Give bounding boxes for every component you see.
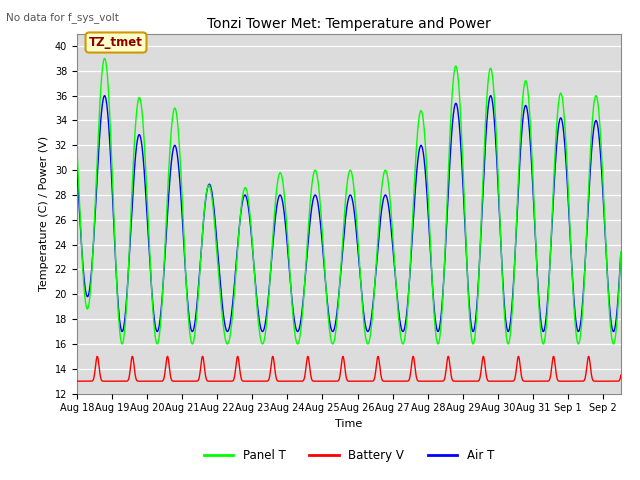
Legend: Panel T, Battery V, Air T: Panel T, Battery V, Air T bbox=[199, 444, 499, 467]
Y-axis label: Temperature (C) / Power (V): Temperature (C) / Power (V) bbox=[39, 136, 49, 291]
Text: No data for f_sys_volt: No data for f_sys_volt bbox=[6, 12, 119, 23]
Text: TZ_tmet: TZ_tmet bbox=[89, 36, 143, 49]
Title: Tonzi Tower Met: Temperature and Power: Tonzi Tower Met: Temperature and Power bbox=[207, 17, 491, 31]
X-axis label: Time: Time bbox=[335, 419, 362, 429]
